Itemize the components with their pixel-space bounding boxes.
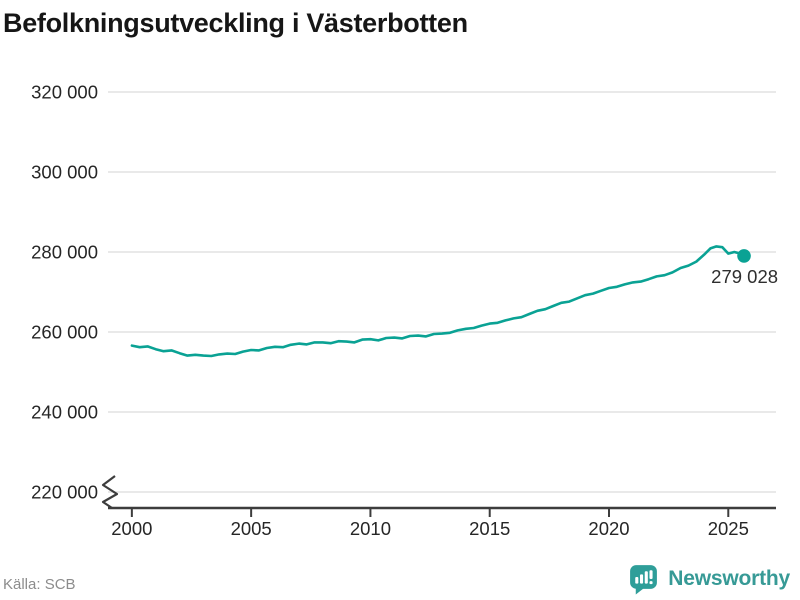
newsworthy-logo-icon bbox=[630, 565, 658, 595]
chart-title: Befolkningsutveckling i Västerbotten bbox=[3, 8, 468, 38]
x-tick-label: 2005 bbox=[231, 518, 272, 539]
population-line-chart: 220 000 240 000 260 000 280 000 300 000 320 0… bbox=[31, 82, 778, 540]
y-tick-label: 280 000 bbox=[31, 242, 98, 263]
y-tick-label: 300 000 bbox=[31, 162, 98, 183]
axis-break-icon bbox=[101, 475, 119, 509]
end-point-label: 279 028 bbox=[711, 266, 778, 287]
x-tick-label: 2015 bbox=[469, 518, 510, 539]
end-point-dot bbox=[737, 249, 751, 263]
x-tick-label: 2000 bbox=[111, 518, 152, 539]
x-tick-label: 2010 bbox=[350, 518, 391, 539]
y-tick-label: 320 000 bbox=[31, 82, 98, 103]
source-label: Källa: SCB bbox=[3, 576, 76, 593]
newsworthy-logo: Newsworthy bbox=[627, 562, 790, 595]
y-tick-label: 220 000 bbox=[31, 482, 98, 503]
speech-bubble-shape bbox=[630, 565, 658, 595]
series-line bbox=[130, 245, 746, 358]
x-tick-label: 2020 bbox=[588, 518, 629, 539]
y-tick-label: 260 000 bbox=[31, 322, 98, 343]
y-tick-label: 240 000 bbox=[31, 402, 98, 423]
newsworthy-logo-text: Newsworthy bbox=[668, 566, 790, 590]
x-tick-label: 2025 bbox=[708, 518, 749, 539]
bar-chart-glyph bbox=[635, 570, 653, 585]
